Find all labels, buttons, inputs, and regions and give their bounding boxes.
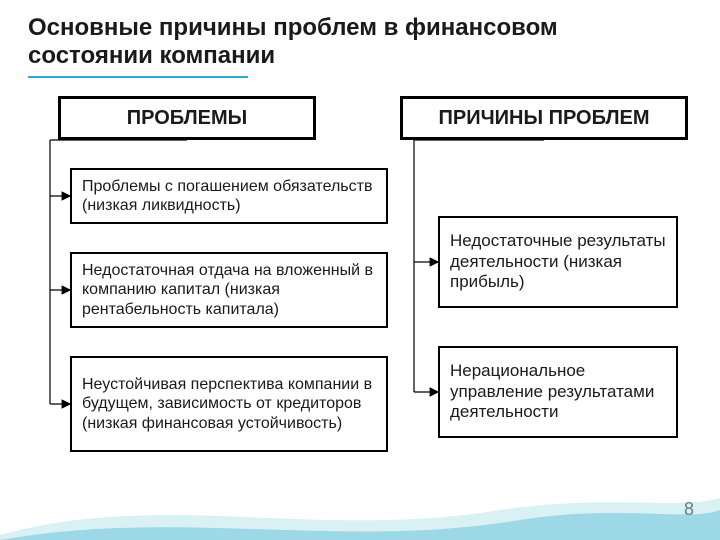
problem-text: Неустойчивая перспектива компании в буду… xyxy=(82,375,376,433)
cause-box: Недостаточные результаты деятельности (н… xyxy=(438,216,678,308)
problem-box: Недостаточная отдача на вложенный в комп… xyxy=(70,252,388,328)
header-causes-label: ПРИЧИНЫ ПРОБЛЕМ xyxy=(438,106,649,130)
page-number: 8 xyxy=(684,499,694,520)
title-underline xyxy=(28,76,248,78)
problem-text: Недостаточная отдача на вложенный в комп… xyxy=(82,261,376,319)
problem-text: Проблемы с погашением обязательств (низк… xyxy=(82,177,376,215)
cause-box: Нерациональное управление результатами д… xyxy=(438,346,678,438)
problem-box: Неустойчивая перспектива компании в буду… xyxy=(70,356,388,452)
header-problems: ПРОБЛЕМЫ xyxy=(58,96,316,140)
cause-text: Нерациональное управление результатами д… xyxy=(450,361,666,422)
problem-box: Проблемы с погашением обязательств (низк… xyxy=(70,168,388,224)
header-causes: ПРИЧИНЫ ПРОБЛЕМ xyxy=(400,96,688,140)
cause-text: Недостаточные результаты деятельности (н… xyxy=(450,231,666,292)
header-problems-label: ПРОБЛЕМЫ xyxy=(127,106,248,130)
slide-title: Основные причины проблем в финансовом со… xyxy=(28,14,588,69)
background-swoosh xyxy=(0,480,720,540)
